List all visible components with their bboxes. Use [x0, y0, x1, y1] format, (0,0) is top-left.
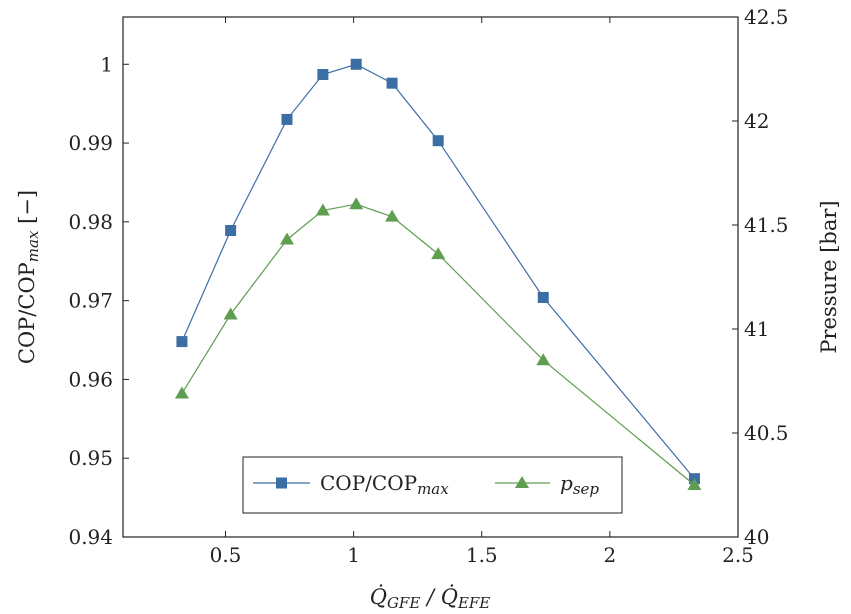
left-y-axis-label-main: COP/COP — [15, 262, 39, 364]
data-point-psep — [280, 232, 294, 245]
data-point-cop — [432, 135, 444, 147]
legend-label-cop-main: COP/COP — [320, 471, 417, 495]
data-point-cop — [386, 77, 398, 89]
left-y-axis-label-sub: max — [24, 230, 42, 262]
x-axis-label-sub: GFE — [387, 594, 420, 612]
legend-label-psep-sub: sep — [573, 480, 600, 498]
series-layer — [174, 58, 702, 490]
data-point-psep — [687, 478, 702, 490]
x-axis-label-part: Q̇ — [370, 585, 387, 609]
x-tick-label: 1.5 — [466, 543, 498, 567]
x-axis-label-sub: EFE — [457, 594, 490, 612]
data-point-cop — [537, 291, 549, 303]
data-point-psep — [385, 209, 400, 222]
data-point-cop — [225, 225, 237, 237]
left-y-tick-label: 0.98 — [68, 210, 113, 234]
data-point-psep — [536, 353, 551, 366]
left-y-tick-label: 0.96 — [68, 367, 113, 391]
right-y-axis-label: Pressure [bar] — [817, 200, 841, 353]
x-tick-label: 1 — [347, 543, 360, 567]
plot-frame — [122, 16, 739, 538]
data-point-cop — [281, 113, 293, 125]
left-y-axis-ticks: 0.94 0.95 0.96 0.97 0.98 0.99 1 — [68, 52, 129, 549]
legend-label-cop-sub: max — [417, 480, 449, 498]
right-y-tick-label: 41.5 — [744, 213, 789, 237]
x-tick-label: 2.5 — [722, 543, 754, 567]
left-y-tick-label: 0.99 — [68, 131, 113, 155]
legend-marker-cop — [276, 477, 287, 489]
data-point-psep — [174, 386, 189, 399]
legend-label-psep-main: p — [560, 471, 573, 495]
data-point-psep — [431, 247, 446, 260]
left-y-axis-label: COP/COPmax [−] — [15, 190, 42, 364]
data-point-cop — [317, 69, 329, 81]
left-y-tick-label: 1 — [100, 52, 113, 76]
x-axis-label: Q̇GFE / Q̇EFE — [370, 585, 491, 612]
data-point-cop — [176, 336, 188, 348]
series-line-cop — [181, 63, 695, 480]
x-tick-label: 0.5 — [210, 543, 242, 567]
legend: COP/COPmax psep — [242, 456, 623, 514]
x-axis-label-part: / Q̇ — [420, 585, 458, 609]
right-y-tick-label: 40 — [744, 525, 769, 549]
data-point-psep — [349, 197, 364, 210]
right-y-tick-label: 42.5 — [744, 5, 789, 29]
series-line-psep — [181, 203, 695, 486]
x-axis-ticks: 0.5 1 1.5 2 2.5 — [210, 17, 754, 567]
left-y-axis-label-unit: [−] — [15, 190, 39, 231]
left-y-tick-label: 0.94 — [68, 525, 113, 549]
legend-label-psep: psep — [560, 471, 599, 498]
legend-marker-psep — [515, 476, 529, 488]
left-y-tick-label: 0.95 — [68, 446, 113, 470]
legend-label-cop: COP/COPmax — [320, 471, 449, 498]
left-y-tick-label: 0.97 — [68, 289, 113, 313]
x-tick-label: 2 — [604, 543, 617, 567]
right-y-axis-ticks: 40 40.5 41 41.5 42 42.5 — [732, 5, 789, 549]
legend-box — [242, 456, 623, 514]
data-point-psep — [315, 203, 330, 216]
right-y-tick-label: 41 — [744, 317, 769, 341]
right-y-tick-label: 42 — [744, 109, 769, 133]
right-y-tick-label: 40.5 — [744, 421, 789, 445]
data-point-cop — [350, 58, 362, 70]
data-point-psep — [223, 307, 238, 320]
